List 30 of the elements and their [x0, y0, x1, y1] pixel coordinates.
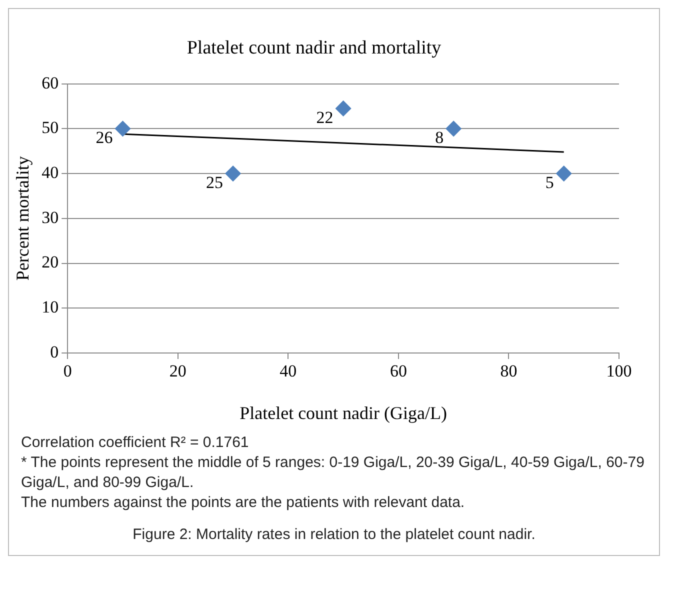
- annotation: 5: [545, 173, 554, 192]
- point: [556, 166, 572, 182]
- text: The numbers against the points are the patients with relevant data.: [21, 493, 466, 513]
- caption: Figure 2: Mortality rates in relation to the platelet count nadir.: [132, 525, 536, 545]
- y-tick-label: 0: [50, 342, 59, 362]
- x-axis-title: Platelet count nadir (Giga/L): [240, 402, 448, 423]
- y-tick-label: 20: [42, 252, 59, 272]
- point: [114, 120, 130, 136]
- text: Correlation coefficient R² = 0.1761: [21, 433, 250, 453]
- x-tick-label: 0: [63, 362, 72, 381]
- point: [225, 166, 241, 182]
- x-tick-label: 80: [500, 362, 518, 381]
- annotation: 22: [316, 108, 334, 127]
- annotation: 8: [435, 128, 444, 148]
- y-tick-label: 30: [42, 208, 59, 227]
- text: * The points represent the middle of 5 ranges: 0-19 Giga/L, 20-39 Giga/L, 40-59 Giga/L, 60-79 Giga/L, and 80-99 Giga/L.: [21, 453, 646, 493]
- annotation: 25: [206, 173, 224, 192]
- point: [336, 100, 352, 116]
- y-tick-label: 60: [42, 73, 59, 92]
- x-tick-label: 20: [169, 362, 186, 381]
- point: [446, 120, 462, 136]
- chart-title: Platelet count nadir and mortality: [186, 37, 442, 58]
- x-tick-label: 40: [280, 362, 297, 381]
- y-tick-label: 10: [42, 298, 59, 317]
- y-axis-title: Percent mortality: [12, 156, 33, 281]
- annotation: 26: [96, 128, 113, 148]
- x-tick-label: 100: [606, 362, 632, 381]
- y-tick-label: 50: [42, 118, 59, 138]
- y-tick-label: 40: [42, 163, 59, 182]
- x-tick-label: 60: [390, 362, 407, 381]
